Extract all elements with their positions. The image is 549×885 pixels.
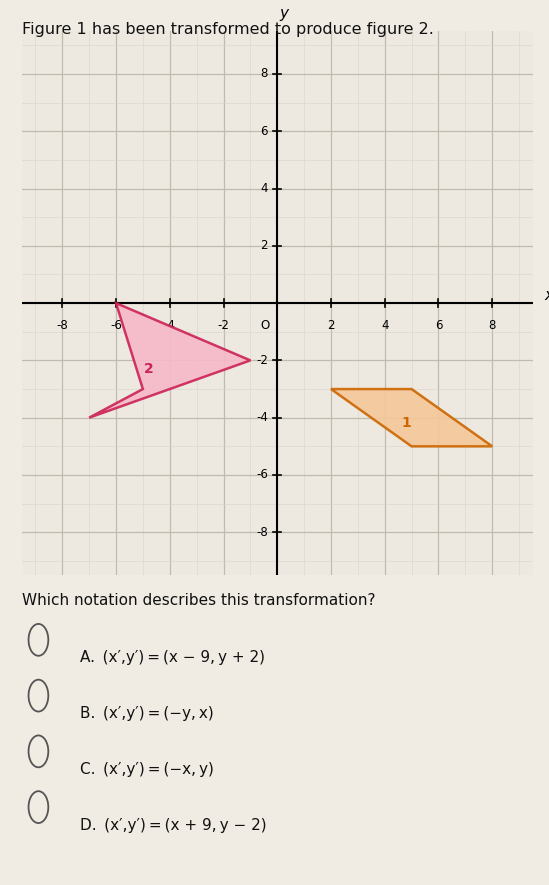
Text: A. (x′,y′) = (x − 9, y + 2): A. (x′,y′) = (x − 9, y + 2)	[80, 650, 265, 666]
Text: -6: -6	[256, 468, 268, 481]
Text: C. (x′,y′) = (−x, y): C. (x′,y′) = (−x, y)	[80, 762, 214, 777]
Text: 8: 8	[489, 319, 496, 332]
Polygon shape	[331, 389, 492, 446]
Text: -2: -2	[256, 354, 268, 367]
Text: 1: 1	[401, 417, 411, 430]
Text: B. (x′,y′) = (−y, x): B. (x′,y′) = (−y, x)	[80, 706, 214, 721]
Text: -4: -4	[164, 319, 176, 332]
Text: 2: 2	[260, 239, 268, 252]
Text: Figure 1 has been transformed to produce figure 2.: Figure 1 has been transformed to produce…	[22, 22, 434, 37]
Text: 6: 6	[260, 125, 268, 138]
Text: 4: 4	[260, 182, 268, 195]
Text: x: x	[544, 289, 549, 304]
Text: 4: 4	[381, 319, 389, 332]
Text: Which notation describes this transformation?: Which notation describes this transforma…	[22, 593, 376, 608]
Text: 2: 2	[327, 319, 335, 332]
Text: -8: -8	[57, 319, 68, 332]
Text: 6: 6	[435, 319, 442, 332]
Text: -2: -2	[217, 319, 229, 332]
Text: D. (x′,y′) = (x + 9, y − 2): D. (x′,y′) = (x + 9, y − 2)	[80, 818, 266, 833]
Text: -6: -6	[110, 319, 122, 332]
Text: -8: -8	[256, 526, 268, 539]
Text: y: y	[279, 6, 288, 21]
Text: 2: 2	[143, 362, 153, 376]
Polygon shape	[89, 303, 250, 418]
Text: -4: -4	[256, 412, 268, 424]
Text: O: O	[260, 319, 269, 332]
Text: 8: 8	[260, 67, 268, 81]
